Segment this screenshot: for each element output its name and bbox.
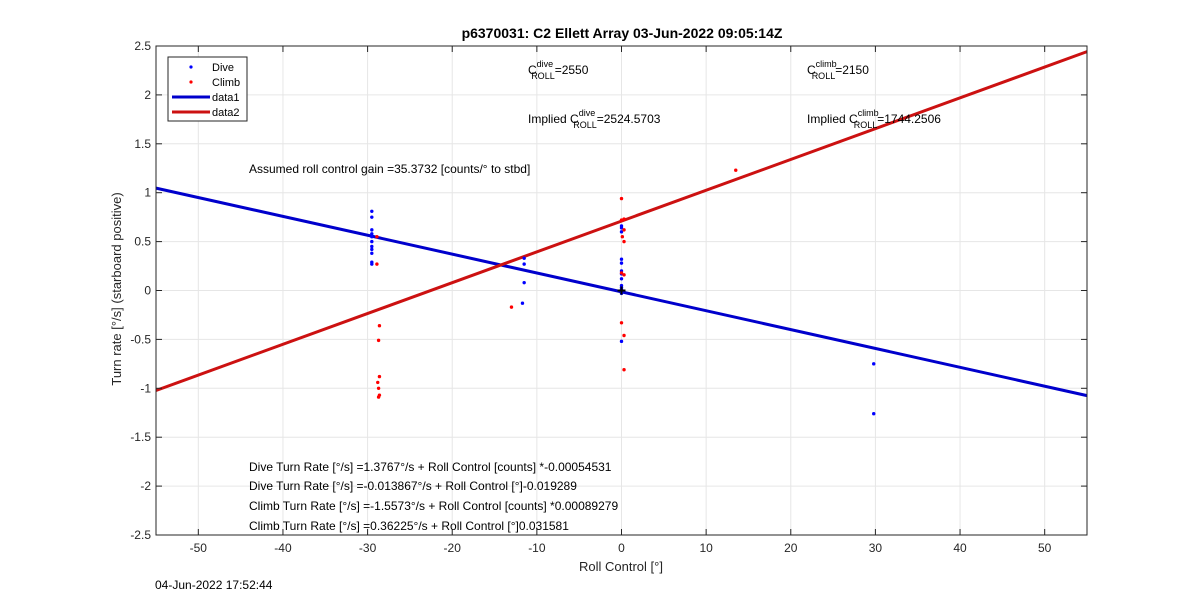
x-tick-label: 40 <box>953 541 967 555</box>
point-dive <box>370 215 374 219</box>
x-tick-label: 0 <box>618 541 625 555</box>
legend-dive-label: Dive <box>212 62 234 74</box>
point-dive <box>370 239 374 244</box>
point-dive <box>619 257 624 261</box>
roll-gain-annotation: Assumed roll control gain =35.3732 [coun… <box>249 162 530 176</box>
x-tick-label: 50 <box>1038 541 1052 555</box>
y-axis-ticks: -2.5 -2 -1.5 -1 -0.5 0 0.5 1 1.5 2 2.5 <box>130 39 1087 542</box>
legend-climb-marker <box>189 80 193 84</box>
c-roll-dive-annotation: Cdive ROLL=2550 <box>528 59 589 81</box>
point-climb <box>734 168 738 172</box>
x-tick-label: -10 <box>528 541 546 555</box>
legend-box <box>167 56 248 122</box>
point-climb <box>619 321 624 325</box>
chart-title: p6370031: C2 Ellett Array 03-Jun-2022 09… <box>462 25 783 41</box>
legend-climb-label: Climb <box>212 77 240 89</box>
point-dive <box>619 261 624 265</box>
point-dive <box>370 235 374 239</box>
point-dive <box>370 244 374 249</box>
plot-area: -50 -40 -30 -20 -10 0 10 20 30 40 50 -2.5-2-1.5-1-… <box>130 39 1088 555</box>
point-climb <box>622 239 626 244</box>
legend-dive-marker <box>189 65 193 69</box>
y-tick-label: -1.5 <box>130 430 151 444</box>
dive-equation-degrees: Dive Turn Rate [°/s] =-0.013867°/s + Rol… <box>249 479 577 493</box>
point-climb <box>619 271 624 275</box>
y-tick-label: 1.5 <box>134 137 151 151</box>
point-climb <box>377 324 382 328</box>
x-tick-label: 20 <box>784 541 798 555</box>
point-climb <box>376 380 380 385</box>
x-tick-label: -30 <box>359 541 377 555</box>
y-tick-label: -0.5 <box>130 332 151 346</box>
x-axis-label: Roll Control [°] <box>579 559 663 574</box>
y-tick-label: -2.5 <box>130 528 151 542</box>
point-climb <box>376 395 381 399</box>
point-dive <box>522 256 526 260</box>
point-climb <box>375 262 379 266</box>
footer-timestamp: 04-Jun-2022 17:52:44 <box>155 578 273 592</box>
y-tick-label: -1 <box>140 381 151 395</box>
point-dive <box>520 301 525 305</box>
y-tick-label: -2 <box>140 479 151 493</box>
annotations: Cdive ROLL=2550 Cclimb ROLL=2150 Implied C… <box>249 59 941 533</box>
point-climb <box>375 235 379 239</box>
point-climb <box>622 333 626 338</box>
climb-equation-degrees: Climb Turn Rate [°/s] =0.36225°/s + Roll… <box>249 519 569 533</box>
y-tick-label: 2.5 <box>134 39 151 53</box>
x-tick-label: 10 <box>699 541 713 555</box>
point-climb <box>509 305 514 309</box>
x-axis-ticks: -50 -40 -30 -20 -10 0 10 20 30 40 50 <box>190 46 1052 555</box>
point-climb <box>376 386 381 390</box>
climb-equation-counts: Climb Turn Rate [°/s] =-1.5573°/s + Roll… <box>249 499 618 513</box>
y-tick-label: 1 <box>144 186 151 200</box>
point-dive <box>370 228 374 232</box>
y-axis-label: Turn rate [°/s] (starboard positive) <box>109 192 124 385</box>
x-tick-label: -20 <box>444 541 462 555</box>
y-tick-label: 0.5 <box>134 235 151 249</box>
point-dive <box>619 226 624 230</box>
point-dive <box>522 280 526 285</box>
legend-data1-label: data1 <box>212 92 240 104</box>
y-tick-label: 2 <box>144 88 151 102</box>
point-dive <box>370 251 374 256</box>
implied-c-roll-climb-annotation: Implied Cclimb ROLL=1744.2506 <box>807 108 941 130</box>
point-climb <box>622 228 626 232</box>
point-dive <box>370 247 374 252</box>
point-dive <box>619 230 624 234</box>
point-climb <box>376 338 381 343</box>
point-dive <box>370 262 374 266</box>
point-dive <box>619 339 624 344</box>
point-dive <box>872 362 876 366</box>
implied-c-roll-dive-annotation: Implied Cdive ROLL=2524.5703 <box>528 108 661 130</box>
point-dive <box>370 209 374 213</box>
point-dive <box>872 412 876 416</box>
point-dive <box>370 232 374 236</box>
point-dive <box>619 277 624 281</box>
dive-equation-counts: Dive Turn Rate [°/s] =1.3767°/s + Roll C… <box>249 460 612 474</box>
x-tick-label: -40 <box>274 541 292 555</box>
legend-data2-label: data2 <box>212 107 240 119</box>
c-roll-climb-annotation: Cclimb ROLL=2150 <box>807 59 869 81</box>
point-dive <box>522 262 526 266</box>
data-points <box>370 168 876 416</box>
x-tick-label: -50 <box>190 541 208 555</box>
point-climb <box>620 235 625 239</box>
point-climb <box>622 273 626 277</box>
legend: Dive Climb data1 data2 <box>167 56 248 122</box>
point-climb <box>619 218 624 222</box>
point-climb <box>622 368 626 372</box>
y-tick-label: 0 <box>144 284 151 298</box>
x-tick-label: 30 <box>869 541 883 555</box>
point-climb <box>377 374 382 379</box>
origin-marker <box>617 286 626 295</box>
point-climb <box>619 196 624 201</box>
